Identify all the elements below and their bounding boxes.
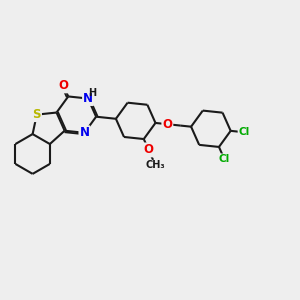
Text: N: N xyxy=(83,92,93,105)
Text: O: O xyxy=(162,118,172,131)
Text: Cl: Cl xyxy=(238,127,250,137)
Text: S: S xyxy=(32,108,41,121)
Text: CH₃: CH₃ xyxy=(146,160,165,170)
Text: H: H xyxy=(88,88,96,98)
Text: O: O xyxy=(144,143,154,156)
Text: N: N xyxy=(80,126,89,139)
Text: O: O xyxy=(58,80,68,92)
Text: Cl: Cl xyxy=(219,154,230,164)
